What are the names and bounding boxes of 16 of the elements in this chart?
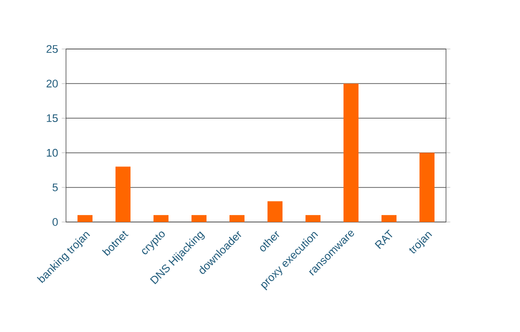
y-tick-label: 5 xyxy=(52,184,58,192)
bar xyxy=(116,166,130,222)
bar xyxy=(420,152,435,222)
bar xyxy=(268,201,283,222)
bar xyxy=(230,215,245,222)
bar xyxy=(154,215,169,222)
y-tick-label: 15 xyxy=(46,114,58,122)
y-tick-label: 0 xyxy=(52,218,58,226)
y-tick-label: 25 xyxy=(46,45,58,53)
bar xyxy=(382,215,397,222)
bar xyxy=(192,215,207,222)
bar xyxy=(344,84,359,222)
bar xyxy=(306,215,321,222)
y-tick-label: 10 xyxy=(46,148,58,157)
y-tick-label: 20 xyxy=(46,80,58,88)
bar xyxy=(78,215,92,222)
